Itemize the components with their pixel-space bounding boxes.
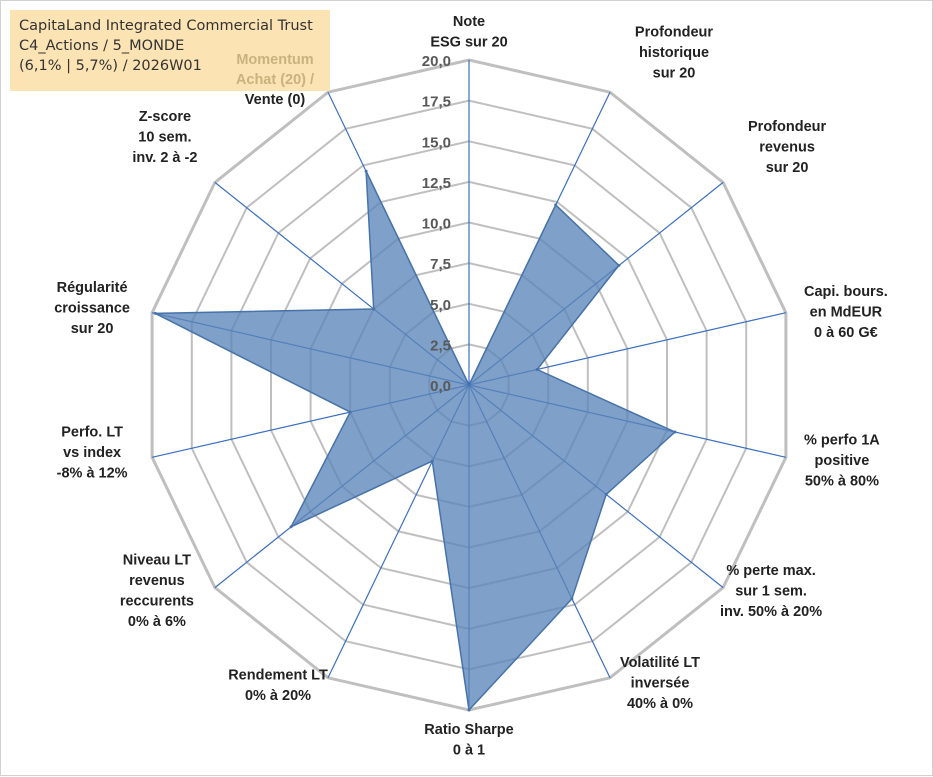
axis-label-line: ESG sur 20 — [430, 35, 507, 51]
data-point-6 — [570, 597, 574, 601]
axis-label-line: 0% à 20% — [245, 688, 311, 704]
data-point-10 — [348, 410, 352, 414]
tick-label: 5,0 — [430, 297, 451, 314]
axis-label-line: sur 20 — [653, 66, 696, 82]
tick-label: 15,0 — [422, 134, 451, 151]
tick-label: 7,5 — [430, 256, 451, 273]
radar-axis-labels: Note ESG sur 20 Profondeur historique sur 20… — [54, 14, 888, 759]
axis-label-line: Régularité — [57, 280, 128, 296]
axis-label-11: Régularité croissance sur 20 — [54, 280, 130, 337]
portfolio-category: C4_Actions / 5_MONDE — [19, 38, 185, 54]
axis-label-line: Niveau LT — [123, 553, 191, 569]
axis-label-momentum: Momentum Achat (20) / Vente (0) — [215, 50, 335, 110]
axis-label-momentum-line3: Vente (0) — [244, 92, 306, 108]
axis-label-line: sur 1 sem. — [735, 583, 807, 599]
axis-label-line: % perte max. — [726, 563, 815, 579]
axis-label-10: Perfo. LT vs index -8% à 12% — [57, 425, 128, 482]
radar-series — [153, 169, 677, 712]
data-point-3 — [535, 368, 539, 371]
axis-label-line: 40% à 0% — [627, 696, 693, 712]
tick-label: 10,0 — [422, 216, 451, 233]
axis-label-momentum-line1: Momentum — [236, 52, 314, 68]
data-point-11 — [153, 311, 157, 315]
axis-label-line: -8% à 12% — [57, 466, 128, 482]
axis-label-line: vs index — [63, 445, 121, 461]
axis-label-line: reccurents — [120, 594, 194, 610]
tick-label: 0,0 — [430, 378, 451, 395]
stock-name: CapitaLand Integrated Commercial Trust — [19, 18, 313, 34]
tick-label: 2,5 — [430, 337, 451, 354]
axis-label-line: historique — [639, 45, 709, 61]
performance-week: (6,1% | 5,7%) / 2026W01 — [19, 58, 202, 74]
data-point-8 — [430, 459, 434, 463]
axis-label-line: sur 20 — [766, 160, 809, 176]
series-area — [154, 170, 676, 711]
axis-label-4: % perfo 1A positive 50% à 80% — [804, 433, 880, 490]
axis-label-8: Rendement LT 0% à 20% — [228, 667, 328, 704]
data-point-1 — [554, 203, 558, 207]
axis-label-7: Ratio Sharpe 0 à 1 — [424, 722, 513, 759]
data-point-5 — [604, 492, 608, 496]
data-point-0 — [467, 383, 471, 387]
data-point-4 — [673, 430, 677, 434]
axis-label-line: Profondeur — [635, 25, 713, 41]
data-point-12 — [372, 307, 376, 311]
axis-label-line: Volatilité LT — [620, 655, 700, 671]
axis-label-line: 10 sem. — [138, 129, 191, 145]
axis-label-line: revenus — [759, 139, 815, 155]
axis-label-line: Capi. bours. — [804, 284, 888, 300]
axis-label-line: 50% à 80% — [805, 474, 879, 490]
axis-label-line: 0% à 6% — [128, 614, 186, 630]
axis-label-2: Profondeur revenus sur 20 — [748, 119, 826, 176]
axis-label-6: Volatilité LT inversée 40% à 0% — [620, 655, 700, 712]
axis-label-line: positive — [815, 453, 870, 469]
axis-label-line: inv. 2 à -2 — [132, 150, 197, 166]
axis-label-line: Perfo. LT — [61, 425, 123, 441]
axis-label-line: sur 20 — [71, 321, 114, 337]
data-point-9 — [289, 525, 293, 529]
tick-label: 12,5 — [422, 175, 451, 192]
axis-label-line: croissance — [54, 300, 130, 316]
axis-label-line: Z-score — [139, 109, 191, 125]
data-point-13 — [364, 169, 368, 173]
data-point-7 — [467, 708, 471, 712]
axis-label-9: Niveau LT revenus reccurents 0% à 6% — [120, 553, 194, 631]
axis-label-12: Z-score 10 sem. inv. 2 à -2 — [132, 109, 197, 166]
axis-label-line: en MdEUR — [810, 304, 883, 320]
data-point-2 — [617, 263, 621, 267]
tick-label: 17,5 — [422, 94, 451, 111]
axis-label-momentum-line2: Achat (20) / — [235, 72, 315, 88]
axis-label-3: Capi. bours. en MdEUR 0 à 60 G€ — [804, 284, 888, 341]
axis-label-0: Note ESG sur 20 — [430, 14, 507, 51]
axis-label-line: Rendement LT — [228, 667, 328, 683]
axis-label-line: 0 à 1 — [453, 743, 485, 759]
axis-label-line: inversée — [631, 676, 690, 692]
axis-label-line: Note — [453, 14, 485, 30]
axis-label-line: inv. 50% à 20% — [720, 604, 822, 620]
axis-label-1: Profondeur historique sur 20 — [635, 25, 713, 82]
axis-label-5: % perte max. sur 1 sem. inv. 50% à 20% — [720, 563, 822, 620]
axis-label-line: revenus — [129, 573, 185, 589]
tick-label: 20,0 — [422, 53, 451, 70]
axis-label-line: 0 à 60 G€ — [814, 325, 878, 341]
axis-label-line: Ratio Sharpe — [424, 722, 513, 738]
axis-label-line: Profondeur — [748, 119, 826, 135]
axis-label-line: % perfo 1A — [804, 433, 880, 449]
stock-info-box: CapitaLand Integrated Commercial Trust C… — [10, 10, 330, 91]
radar-tick-labels: 0,0 2,5 5,0 7,5 10,0 12,5 15,0 17,5 20,0 — [422, 53, 451, 395]
